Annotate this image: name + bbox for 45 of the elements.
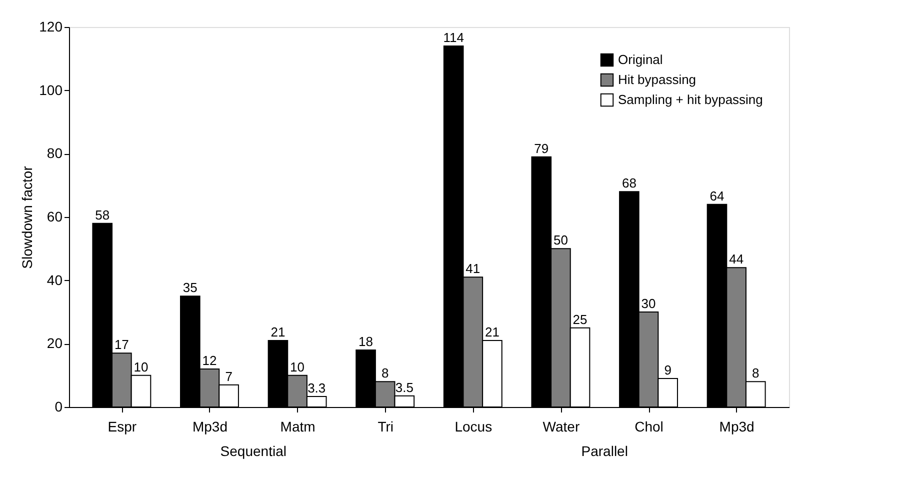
- y-tick-label: 20: [46, 335, 63, 352]
- x-tick-label: Matm: [280, 418, 316, 434]
- data-label: 58: [95, 207, 110, 222]
- data-label: 10: [134, 359, 148, 374]
- x-tick-label: Water: [542, 418, 580, 434]
- data-label: 35: [182, 280, 198, 296]
- y-axis-title: Slowdown factor: [19, 166, 36, 269]
- data-label: 21: [484, 324, 500, 340]
- data-label: 50: [553, 232, 568, 248]
- x-tick-label: Mp3d: [719, 418, 754, 434]
- data-label: 8: [752, 366, 760, 381]
- x-tick-label: Chol: [634, 418, 664, 434]
- data-label: 17: [114, 337, 129, 352]
- y-tick-label: 120: [39, 18, 63, 34]
- y-tick-label: 100: [39, 82, 63, 98]
- x-tick-label: Mp3d: [192, 418, 228, 434]
- legend-label: Sampling + hit bypassing: [618, 92, 763, 107]
- x-tick-label: Espr: [108, 418, 137, 434]
- data-label: 21: [270, 324, 286, 340]
- data-label: 114: [443, 30, 464, 45]
- data-label: 41: [466, 261, 480, 276]
- data-label: 68: [622, 176, 636, 191]
- text: Sequential: [220, 443, 286, 459]
- data-label: 10: [290, 359, 305, 374]
- y-tick-label: 0: [54, 398, 63, 414]
- data-label: 8: [381, 366, 389, 381]
- data-label: 3.5: [395, 380, 414, 395]
- data-label: 79: [534, 140, 549, 156]
- text: Parallel: [581, 443, 628, 459]
- y-tick-label: 80: [46, 145, 63, 162]
- data-label: 30: [641, 296, 656, 311]
- y-tick-label: 60: [46, 208, 63, 224]
- x-tick-label: Tri: [378, 418, 394, 434]
- data-label: 18: [358, 334, 374, 349]
- data-label: 64: [710, 188, 724, 204]
- data-label: 9: [664, 362, 672, 378]
- data-label: 3.3: [308, 380, 326, 396]
- data-label: 44: [729, 252, 744, 267]
- legend-label: Hit bypassing: [618, 72, 696, 87]
- x-tick-label: Locus: [454, 418, 492, 434]
- data-label: 7: [225, 368, 232, 384]
- legend-label: Original: [618, 52, 663, 67]
- data-label: 12: [202, 353, 217, 368]
- y-tick-label: 40: [46, 272, 63, 288]
- data-label: 25: [572, 312, 588, 327]
